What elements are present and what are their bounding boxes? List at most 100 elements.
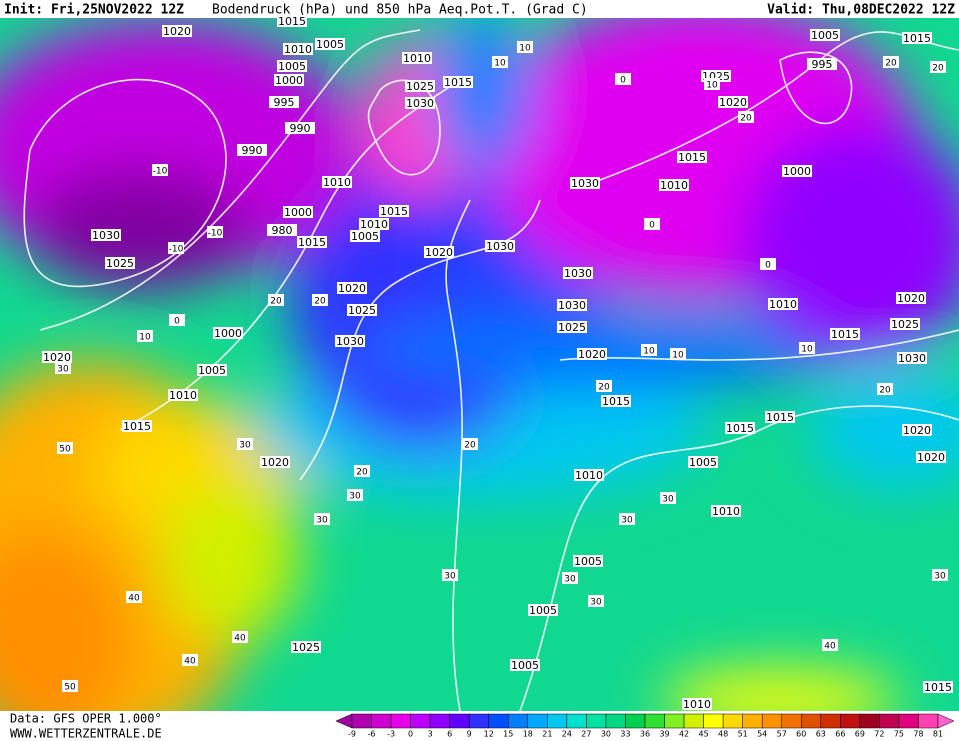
pressure-label-box: [718, 96, 748, 108]
pressure-label: 1030: [92, 229, 120, 242]
pressure-label-box: [768, 298, 798, 310]
temperature-label-box: [799, 342, 815, 354]
pressure-label-box: [315, 38, 345, 50]
colorbar-bin: [820, 713, 841, 729]
colorbar-bin: [449, 713, 470, 729]
temperature-label: 30: [57, 365, 69, 375]
pressure-label: 1015: [298, 236, 326, 249]
colorbar-tick-label: 3: [428, 730, 433, 739]
pressure-label: 1010: [683, 698, 711, 711]
pressure-label: 1020: [719, 96, 747, 109]
temperature-label-box: [442, 569, 458, 581]
temperature-label-box: [619, 513, 635, 525]
pressure-label-box: [269, 96, 299, 108]
temperature-label: 10: [801, 345, 813, 355]
colorbar-tick-label: 27: [581, 730, 591, 739]
pressure-label-box: [347, 304, 377, 316]
pressure-label: 1010: [403, 52, 431, 65]
pressure-label-box: [197, 364, 227, 376]
pressure-label: 1015: [123, 420, 151, 433]
temperature-label: -10: [153, 167, 168, 177]
pressure-label-box: [810, 29, 840, 41]
pressure-label-box: [896, 292, 926, 304]
temperature-label-box: [883, 56, 899, 68]
pressure-label: 990: [242, 144, 263, 157]
temperature-label-box: [641, 344, 657, 356]
pressure-label-box: [350, 230, 380, 242]
site-url: WWW.WETTERZENTRALE.DE: [10, 727, 162, 741]
colorbar-bin: [410, 713, 431, 729]
pressure-label: 1005: [689, 456, 717, 469]
pressure-label-box: [291, 641, 321, 653]
pressure-label: 1005: [351, 230, 379, 243]
temperature-label-box: [644, 218, 660, 230]
pressure-label-box: [807, 58, 837, 70]
pressure-label-box: [283, 43, 313, 55]
temperature-label: 0: [649, 221, 655, 231]
temperature-label-box: [615, 73, 631, 85]
pressure-label-box: [688, 456, 718, 468]
temperature-label: 20: [932, 64, 944, 74]
pressure-label-box: [890, 318, 920, 330]
pressure-label: 1010: [660, 179, 688, 192]
pressure-label-box: [557, 321, 587, 333]
pressure-label: 1005: [811, 29, 839, 42]
temperature-label: 50: [64, 683, 76, 693]
colorbar-bin: [429, 713, 450, 729]
pressure-label: 1000: [783, 165, 811, 178]
temperature-label-box: [237, 438, 253, 450]
pressure-label: 1000: [214, 327, 242, 340]
pressure-label: 1010: [769, 298, 797, 311]
pressure-label: 1015: [278, 15, 306, 28]
temperature-label-box: [760, 258, 776, 270]
pressure-label-box: [601, 395, 631, 407]
temperature-label-box: [660, 492, 676, 504]
pressure-label-box: [105, 257, 135, 269]
colorbar-bin: [898, 713, 919, 729]
pressure-label: 1025: [891, 318, 919, 331]
pressure-label-box: [337, 282, 367, 294]
temperature-label: 20: [885, 59, 897, 69]
temperature-label: 30: [564, 575, 576, 585]
colorbar-arrow-right: [937, 713, 955, 729]
pressure-label: 1020: [897, 292, 925, 305]
pressure-label: 1030: [406, 97, 434, 110]
pressure-label: 1015: [444, 76, 472, 89]
pressure-label: 1010: [284, 43, 312, 56]
pressure-label: 1025: [348, 304, 376, 317]
colorbar-bin: [605, 713, 626, 729]
pressure-label: 1010: [169, 389, 197, 402]
pressure-label: 1015: [726, 422, 754, 435]
pressure-label-box: [379, 205, 409, 217]
temperature-label: 30: [590, 598, 602, 608]
colorbar-tick-label: 24: [562, 730, 572, 739]
colorbar-tick-label: 18: [523, 730, 533, 739]
colorbar-bin: [371, 713, 392, 729]
temperature-label: 10: [706, 81, 718, 91]
colorbar-bin: [390, 713, 411, 729]
temperature-label-box: [137, 330, 153, 342]
colorbar-tick-label: -6: [368, 730, 376, 739]
colorbar-tick-label: 78: [913, 730, 923, 739]
pressure-label: 1020: [917, 451, 945, 464]
pressure-label: 1030: [486, 240, 514, 253]
colorbar-bin: [801, 713, 822, 729]
pressure-label-box: [677, 151, 707, 163]
pressure-label: 1020: [163, 25, 191, 38]
pressure-label-box: [122, 420, 152, 432]
pressure-label: 1010: [360, 218, 388, 231]
pressure-label: 1000: [284, 206, 312, 219]
pressure-label-box: [402, 52, 432, 64]
pressure-label-box: [277, 15, 307, 27]
temperature-label: 20: [879, 386, 891, 396]
pressure-label-box: [297, 236, 327, 248]
pressure-label: 1020: [261, 456, 289, 469]
pressure-label-box: [923, 681, 953, 693]
colorbar-tick-label: 54: [757, 730, 767, 739]
temperature-label-box: [126, 591, 142, 603]
pressure-label: 1020: [43, 351, 71, 364]
pressure-label-box: [91, 229, 121, 241]
colorbar-bin: [625, 713, 646, 729]
colorbar-tick-label: 66: [835, 730, 845, 739]
colorbar-tick-label: 39: [659, 730, 669, 739]
